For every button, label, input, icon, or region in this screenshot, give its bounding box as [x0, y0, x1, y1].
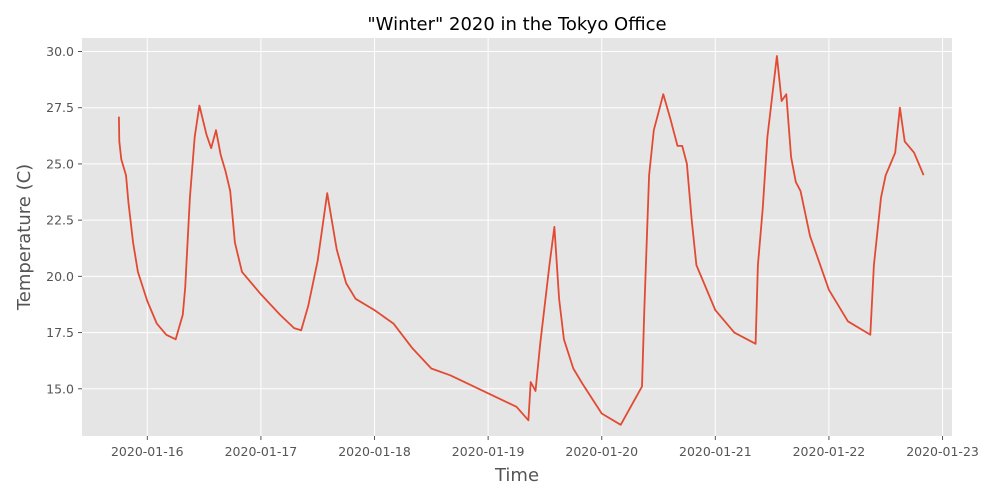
- y-tick-label: 27.5: [46, 100, 74, 115]
- y-tick-label: 25.0: [46, 156, 74, 171]
- axis-ticks: 2020-01-16 2020-01-17 2020-01-18 2020-01-19…: [46, 44, 979, 459]
- x-tick-label: 2020-01-18: [338, 444, 411, 459]
- y-tick-label: 22.5: [46, 213, 74, 228]
- temperature-series-line: [118, 55, 925, 426]
- x-tick-label: 2020-01-16: [111, 444, 184, 459]
- y-tick-label: 17.5: [46, 325, 74, 340]
- plot-area: [82, 38, 952, 436]
- x-tick-label: 2020-01-17: [225, 444, 298, 459]
- x-tick-label: 2020-01-22: [793, 444, 866, 459]
- y-axis-label: Temperature (C): [14, 164, 35, 311]
- x-tick-label: 2020-01-20: [565, 444, 638, 459]
- x-tick-label: 2020-01-19: [452, 444, 525, 459]
- y-tick-label: 30.0: [46, 44, 74, 59]
- x-tick-label: 2020-01-21: [679, 444, 752, 459]
- y-tick-label: 15.0: [46, 381, 74, 396]
- chart-title: "Winter" 2020 in the Tokyo Office: [367, 14, 666, 35]
- series-layer: [118, 55, 925, 426]
- x-axis-label: Time: [494, 465, 539, 486]
- y-tick-label: 20.0: [46, 269, 74, 284]
- grid-lines: [82, 38, 952, 436]
- x-tick-label: 2020-01-23: [906, 444, 979, 459]
